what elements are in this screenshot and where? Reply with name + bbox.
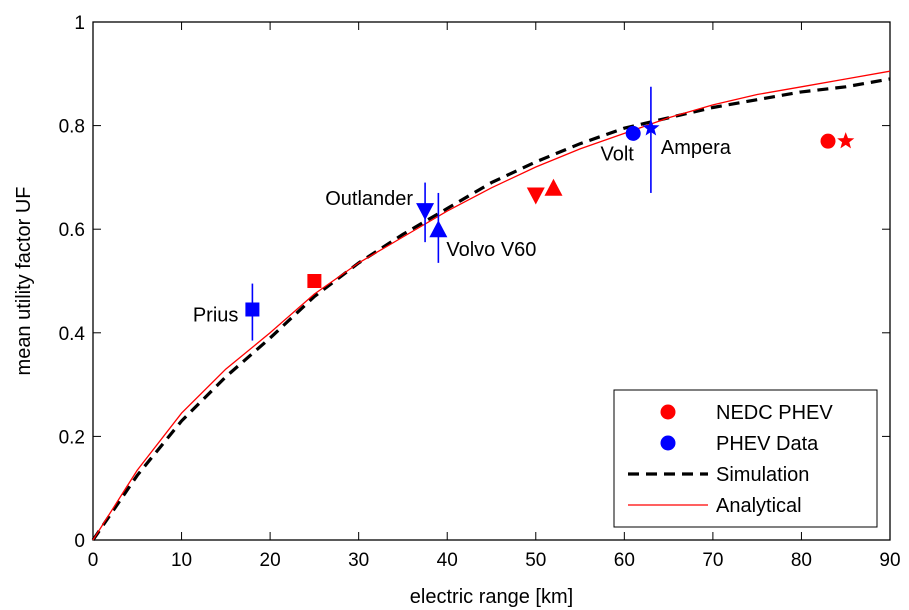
y-axis-title: mean utility factor UF xyxy=(13,187,35,376)
legend-box xyxy=(613,389,878,528)
legend-label: Simulation xyxy=(716,464,809,486)
legend-marker xyxy=(660,404,676,420)
x-tick-label: 0 xyxy=(88,550,99,571)
nedc-point-star xyxy=(837,132,855,149)
point-label: Volt xyxy=(601,143,635,165)
x-tick-label: 80 xyxy=(791,550,812,571)
nedc-point-square xyxy=(307,274,322,288)
legend-marker xyxy=(660,435,676,451)
data-point-star xyxy=(642,119,660,136)
point-labels: Prius Outlander Volvo V60 Volt Ampera xyxy=(193,137,732,326)
x-axis-title: electric range [km] xyxy=(410,586,573,608)
x-tick-label: 20 xyxy=(260,550,281,571)
x-tick-label: 30 xyxy=(348,550,369,571)
data-point-triangle-up xyxy=(429,220,448,238)
legend-label: NEDC PHEV xyxy=(716,402,833,424)
point-label: Prius xyxy=(193,304,239,326)
analytical-curve xyxy=(92,70,891,541)
legend-label: PHEV Data xyxy=(716,433,819,455)
point-label: Volvo V60 xyxy=(446,239,536,261)
x-tick-label: 70 xyxy=(702,550,723,571)
data-points xyxy=(245,86,855,341)
y-tick-label: 0.6 xyxy=(59,220,85,241)
y-tick-label: 1 xyxy=(74,13,85,34)
x-tick-label: 40 xyxy=(437,550,458,571)
point-label: Ampera xyxy=(661,137,732,159)
y-tick-label: 0 xyxy=(74,531,85,552)
data-point-circle xyxy=(625,125,641,141)
nedc-point-triangle-down xyxy=(526,187,545,205)
x-tick-label: 10 xyxy=(171,550,192,571)
x-tick-label: 50 xyxy=(525,550,546,571)
y-tick-label: 0.4 xyxy=(59,324,86,345)
x-tick-label: 90 xyxy=(879,550,900,571)
axes: 0 10 20 30 40 50 60 70 80 90 0 0.2 0.4 0.6 0.8 1 xyxy=(59,13,901,571)
x-tick-label: 60 xyxy=(614,550,635,571)
y-tick-label: 0.2 xyxy=(59,427,85,448)
y-tick-label: 0.8 xyxy=(59,117,85,138)
data-point-square xyxy=(245,302,260,317)
curves xyxy=(91,70,891,541)
nedc-point-circle xyxy=(820,133,836,149)
legend: NEDC PHEV PHEV Data Simulation Analytical xyxy=(613,389,878,528)
simulation-curve xyxy=(91,77,891,541)
nedc-point-triangle-up xyxy=(544,178,563,196)
data-point-triangle-down xyxy=(416,203,435,221)
legend-label: Analytical xyxy=(716,495,802,517)
point-label: Outlander xyxy=(325,188,413,210)
